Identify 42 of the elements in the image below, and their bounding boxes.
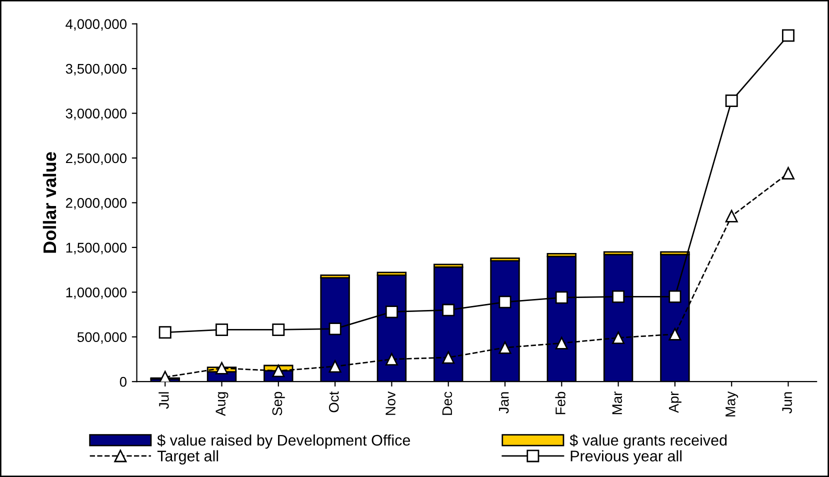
x-tick-label: Mar xyxy=(612,392,622,414)
y-tick-label: 1,500,000 xyxy=(66,242,127,254)
x-tick-label: May xyxy=(726,391,738,416)
point xyxy=(498,341,512,354)
y-tick-label: 500,000 xyxy=(77,332,127,344)
point xyxy=(442,304,455,316)
x-tick-label: Nov xyxy=(386,391,396,415)
point xyxy=(498,296,512,308)
point xyxy=(612,290,625,303)
x-tick-label: Jun xyxy=(782,392,792,414)
legend-label: $ value raised by Development Office xyxy=(157,434,410,449)
point xyxy=(725,94,738,108)
point xyxy=(385,352,398,366)
point xyxy=(612,332,625,344)
x-tick-label: Feb xyxy=(555,392,566,414)
point xyxy=(328,360,342,373)
x-tick-label: Apr xyxy=(668,392,682,413)
y-tick-label: 0 xyxy=(120,376,127,387)
y-tick-label: 3,500,000 xyxy=(66,64,127,76)
point xyxy=(272,364,285,378)
y-tick-label: 2,000,000 xyxy=(66,198,127,210)
point xyxy=(668,290,682,303)
y-tick-label: 2,500,000 xyxy=(66,153,127,165)
point xyxy=(442,351,455,364)
point xyxy=(385,306,398,318)
y-tick-label: 1,000,000 xyxy=(66,287,127,299)
x-tick-label: Dec xyxy=(442,392,452,415)
x-tick-label: Jan xyxy=(499,392,509,414)
y-tick-label: 3,000,000 xyxy=(66,108,127,120)
x-tick-label: Aug xyxy=(216,392,228,416)
point xyxy=(555,291,568,304)
y-tick-label: 4,000,000 xyxy=(66,19,127,31)
point xyxy=(668,328,682,340)
legend-label: $ value grants received xyxy=(570,434,727,449)
x-tick-label: Sep xyxy=(272,392,285,416)
x-tick-label: Jul xyxy=(158,392,169,409)
legend-label: Previous year all xyxy=(570,450,682,464)
y-axis-title: Dollar value xyxy=(42,152,56,253)
point xyxy=(555,336,568,350)
legend-label: Target all xyxy=(157,450,218,464)
point xyxy=(328,322,342,336)
x-tick-label: Oct xyxy=(328,391,339,412)
